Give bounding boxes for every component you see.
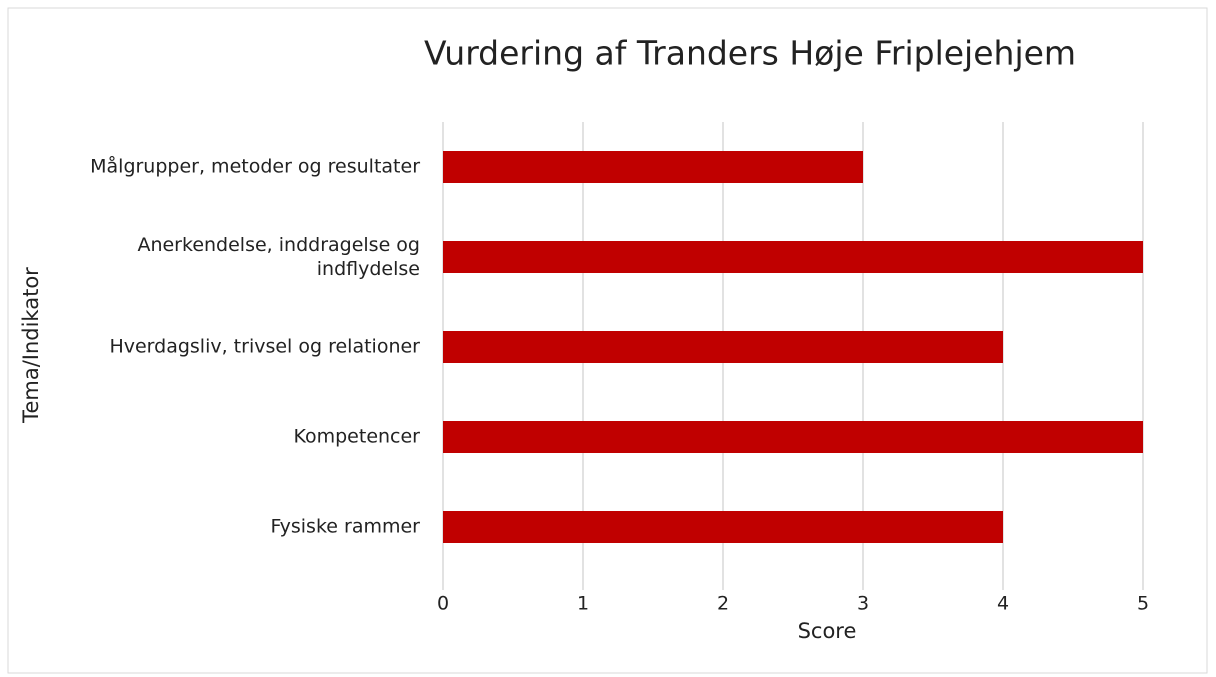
bar (443, 241, 1143, 273)
y-tick-label: Hverdagsliv, trivsel og relationer (109, 336, 420, 358)
x-tick-label: 2 (717, 593, 729, 615)
x-tick-label: 1 (577, 593, 589, 615)
bar (443, 511, 1003, 543)
bar (443, 421, 1143, 453)
bar (443, 151, 863, 183)
y-tick-label: Kompetencer (293, 426, 420, 448)
x-tick-label: 3 (857, 593, 869, 615)
x-axis-label: Score (798, 619, 857, 643)
y-axis-label: Tema/Indikator (19, 267, 43, 424)
y-tick-label: Anerkendelse, inddragelse og indflydelse (137, 234, 420, 280)
bar (443, 331, 1003, 363)
chart-title: Vurdering af Tranders Høje Friplejehjem (424, 34, 1076, 73)
x-tick-label: 5 (1137, 593, 1149, 615)
x-tick-label: 4 (997, 593, 1009, 615)
x-tick-label: 0 (437, 593, 449, 615)
y-tick-label: Målgrupper, metoder og resultater (90, 155, 420, 178)
y-tick-label: Fysiske rammer (270, 516, 420, 538)
